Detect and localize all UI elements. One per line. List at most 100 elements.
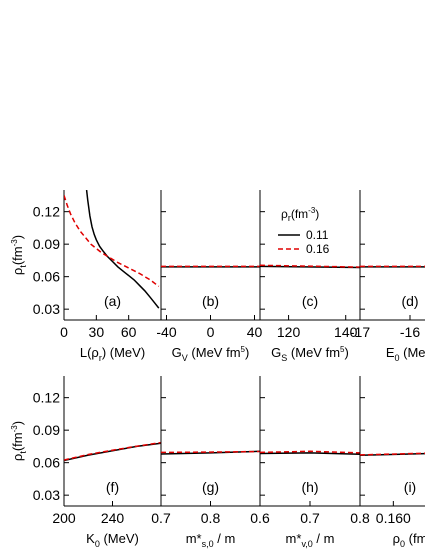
- x-title-sub: 0: [394, 353, 399, 363]
- x-title-close: ): [245, 345, 249, 360]
- series-line-0.16: [64, 441, 161, 461]
- x-tick-label: 240: [101, 510, 125, 526]
- x-axis-title: E0 (MeV: [386, 345, 425, 363]
- x-tick-label: 200: [52, 510, 76, 526]
- panel-tag: (g): [202, 479, 219, 495]
- panel-tag: (i): [404, 479, 416, 495]
- x-title-main: m*: [286, 531, 302, 546]
- legend-label-0.16: 0.16: [306, 242, 330, 256]
- x-tick-label: 0: [207, 324, 215, 340]
- y-axis-title: ρt(fm-3): [10, 421, 28, 461]
- panel-c: 120 140 (c) GS (MeV fm5): [259, 190, 361, 363]
- x-title-rest: / m: [214, 531, 236, 546]
- legend: ρr(fm-3) 0.110.16: [278, 206, 330, 256]
- legend-title: ρr(fm-3): [281, 206, 319, 223]
- y-title-main: ρ: [10, 268, 25, 275]
- x-title-sub: s,0: [202, 539, 214, 549]
- y-tick-label: 0.06: [33, 269, 60, 285]
- panel-g: 0.7 0.8 (g) m*s,0 / m: [151, 376, 261, 549]
- legend-title-unit-open: (fm: [291, 207, 308, 221]
- x-axis-title: K0 (MeV): [86, 531, 139, 549]
- x-title-main: G: [271, 345, 281, 360]
- series-line-0.16: [161, 450, 260, 454]
- x-tick-label: 60: [121, 324, 137, 340]
- x-title-rest: (fm: [405, 531, 425, 546]
- series-line-0.11: [64, 442, 161, 462]
- x-axis-title: L(ρr) (MeV): [80, 345, 145, 363]
- x-axis-title: m*v,0 / m: [286, 531, 335, 549]
- x-title-sub: r: [99, 353, 102, 363]
- series-line-0.11: [85, 190, 160, 309]
- x-tick-label: 120: [277, 324, 301, 340]
- panel-a: 0.12 0.09 0.06 0.030 30 60(a) L(ρr) (MeV): [33, 190, 162, 363]
- panel-tag: (b): [202, 293, 219, 309]
- legend-title-unit-sup: -3: [308, 206, 316, 215]
- x-title-sub: S: [281, 353, 287, 363]
- series-line-0.11: [260, 452, 360, 455]
- series-line-0.16: [360, 452, 425, 456]
- x-title-main: G: [172, 345, 182, 360]
- x-title-close: ): [344, 345, 348, 360]
- x-title-main: L(ρ: [80, 345, 99, 360]
- series-line-0.16: [260, 264, 360, 268]
- legend-label-0.11: 0.11: [306, 228, 329, 242]
- y-tick-label: 0.12: [33, 390, 60, 406]
- y-title-unit-open: (fm: [10, 432, 25, 451]
- panel-tag: (d): [401, 293, 418, 309]
- y-title-sub: t: [18, 451, 28, 454]
- y-title-main: ρ: [10, 454, 25, 461]
- panel-b: -40 0 40 (b) GV (MeV fm5): [156, 190, 262, 363]
- series-line-0.16: [260, 450, 360, 454]
- x-tick-label: 0: [60, 324, 68, 340]
- panel-tag: (h): [301, 479, 318, 495]
- x-axis-title: ρ0 (fm: [393, 531, 425, 549]
- x-tick-label: 0.7: [300, 510, 320, 526]
- panel-f: 0.12 0.09 0.06 0.03 200 240 (f) K0 (MeV): [33, 376, 162, 549]
- legend-entries: 0.110.16: [278, 228, 330, 256]
- x-axis-title: m*s,0 / m: [186, 531, 236, 549]
- x-title-sub: 0: [400, 539, 405, 549]
- panel-d: -17 -16 (d) E0 (MeV: [350, 190, 425, 363]
- x-title-sub: V: [182, 353, 188, 363]
- x-title-main: m*: [186, 531, 202, 546]
- legend-title-main: ρ: [281, 207, 288, 221]
- x-title-rest: (MeV fm: [188, 345, 241, 360]
- x-title-rest: ) (MeV): [102, 345, 145, 360]
- series-line-0.16: [64, 195, 160, 287]
- x-title-main: E: [386, 345, 395, 360]
- panel-tag: (a): [104, 293, 121, 309]
- y-title-unit-open: (fm: [10, 246, 25, 265]
- x-tick-label: 0.6: [250, 510, 270, 526]
- y-axis-title: ρt(fm-3): [10, 235, 28, 275]
- x-axis-title: GV (MeV fm5): [172, 345, 250, 363]
- x-tick-label: 40: [247, 324, 263, 340]
- panel-tag: (f): [106, 479, 119, 495]
- x-title-main: K: [86, 531, 95, 546]
- x-tick-label: 0.8: [350, 510, 370, 526]
- x-tick-label: 0.7: [151, 510, 171, 526]
- x-title-rest: (MeV: [400, 345, 425, 360]
- panel-tag: (c): [302, 293, 318, 309]
- y-title-sub: t: [18, 265, 28, 268]
- x-title-rest: (MeV): [100, 531, 139, 546]
- y-tick-label: 0.09: [33, 422, 60, 438]
- y-title-unit-sup: -3: [10, 239, 19, 247]
- y-title-unit-close: ): [10, 421, 25, 425]
- y-tick-label: 0.06: [33, 455, 60, 471]
- x-title-sub: 0: [95, 539, 100, 549]
- x-title-sup: 5: [241, 345, 246, 354]
- y-tick-label: 0.09: [33, 236, 60, 252]
- x-title-sup: 5: [340, 345, 345, 354]
- legend-title-unit-close: ): [315, 207, 319, 221]
- legend-title-sub: r: [288, 213, 291, 223]
- x-tick-label: -40: [156, 324, 176, 340]
- x-title-rest: / m: [313, 531, 335, 546]
- x-title-rest: (MeV fm: [287, 345, 340, 360]
- y-title-unit-close: ): [10, 235, 25, 239]
- x-title-sub: v,0: [301, 539, 312, 549]
- panels-layer: 0.120.090.060.030 30 60(a)L(ρr) (MeV)-40 0 4…: [33, 190, 425, 549]
- y-tick-label: 0.03: [33, 301, 60, 317]
- y-title-unit-sup: -3: [10, 425, 19, 433]
- x-tick-label: -17: [350, 324, 370, 340]
